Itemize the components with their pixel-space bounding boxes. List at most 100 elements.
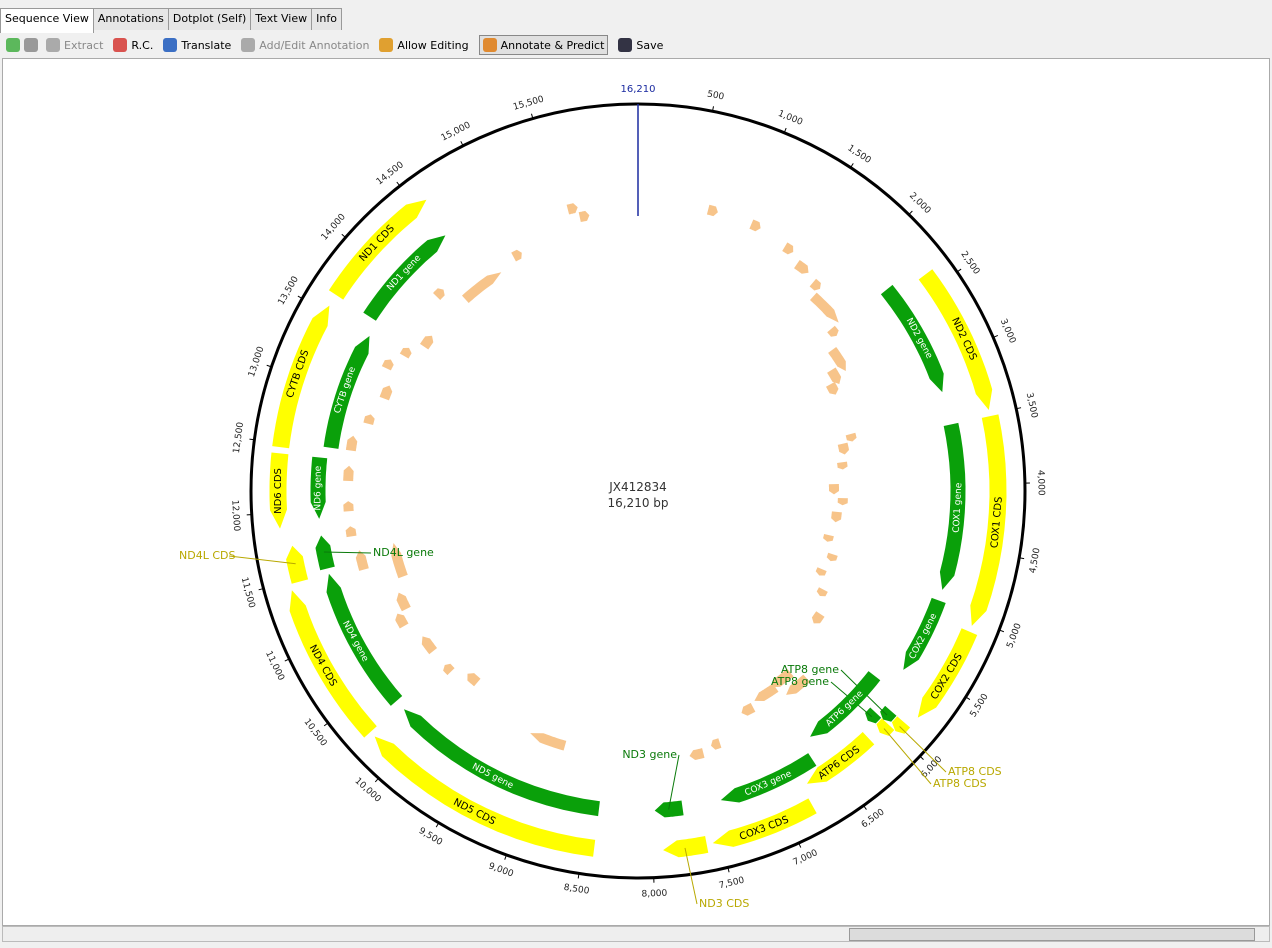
callout-line [668, 754, 680, 810]
minor-feature [578, 210, 590, 222]
tick-mark [850, 163, 854, 168]
tick-label: 12,000 [229, 500, 241, 532]
tick-label: 10,000 [353, 776, 383, 805]
callout-line [323, 551, 372, 554]
minor-feature [343, 501, 354, 512]
tick-mark [504, 854, 507, 860]
cds-feature [970, 414, 1007, 626]
cds-feature [918, 269, 993, 410]
cds-feature [876, 718, 895, 736]
gene-feature [326, 573, 403, 706]
button-label: Translate [181, 38, 232, 52]
circular-map: JX412834 16,210 bp 5001,0001,5002,0002,5… [179, 84, 1046, 910]
minor-feature [399, 347, 412, 359]
tick-mark [727, 867, 730, 873]
minor-feature [396, 592, 411, 612]
origin-label: 16,210 [621, 84, 656, 95]
tick-label: 500 [706, 89, 725, 102]
tick-mark [297, 295, 303, 300]
gene-feature [939, 422, 966, 590]
cds-feature [286, 545, 309, 584]
feature-label: ND1 CDS [357, 223, 396, 264]
button-label: Save [636, 38, 664, 52]
tab[interactable]: Info [311, 8, 342, 30]
toolbar-button[interactable]: Extract [46, 38, 103, 52]
tab[interactable]: Text View [250, 8, 313, 30]
cds-feature [807, 732, 875, 784]
tick-label: 13,500 [277, 274, 301, 307]
button-label: R.C. [131, 38, 154, 52]
feature-label: ND1 gene [385, 253, 423, 293]
gene-feature [363, 235, 446, 321]
button-label: Add/Edit Annotation [259, 38, 370, 52]
minor-feature [786, 674, 810, 695]
tick-label: 11,500 [239, 576, 257, 609]
tick-label: 1,000 [776, 109, 804, 128]
tick-mark [712, 106, 714, 112]
minor-feature [826, 552, 838, 562]
forward-button[interactable] [24, 38, 38, 52]
gene-feature [880, 705, 897, 722]
scroll-thumb[interactable] [849, 928, 1255, 941]
minor-feature [421, 636, 438, 655]
tick-label: 10,500 [302, 717, 329, 748]
toolbar-button[interactable]: Add/Edit Annotation [241, 38, 369, 52]
tick-mark [396, 181, 401, 187]
minor-feature [809, 278, 821, 291]
gene-feature [865, 707, 882, 724]
tick-label: 3,000 [998, 318, 1018, 346]
callout-line [228, 555, 296, 565]
gene-feature [720, 753, 817, 803]
feature-label: ATP6 gene [824, 689, 866, 729]
minor-feature [566, 203, 578, 215]
minor-feature [837, 498, 848, 506]
tick-label: 7,000 [792, 848, 820, 868]
cds-feature [374, 736, 596, 857]
tick-mark [1016, 407, 1022, 410]
minor-feature [433, 288, 445, 300]
tick-mark [999, 629, 1005, 633]
map-panel: JX412834 16,210 bp 500 1,000 1,500 2,000 2,5… [2, 58, 1270, 926]
minor-feature [462, 272, 502, 303]
scrollbar[interactable] [2, 926, 1270, 942]
minor-feature [420, 335, 434, 350]
cds-feature [269, 452, 289, 529]
tick-label: 12,500 [232, 421, 246, 454]
tab[interactable]: Sequence View [0, 8, 94, 33]
minor-feature [782, 242, 794, 255]
tick-mark [323, 722, 329, 727]
sequence-length: 16,210 bp [607, 496, 668, 510]
minor-feature [822, 305, 835, 317]
toolbar-button[interactable]: Annotate & Predict [478, 35, 609, 55]
tick-label: 9,000 [487, 861, 515, 879]
tab[interactable]: Dotplot (Self) [167, 8, 252, 30]
button-label: Annotate & Predict [500, 38, 605, 52]
feature-label: ATP8 gene [771, 675, 829, 688]
minor-feature [794, 260, 809, 274]
tick-mark [577, 873, 580, 879]
tick-label: 3,500 [1024, 392, 1039, 420]
gene-feature [310, 456, 328, 519]
tab[interactable]: Annotations [92, 8, 169, 30]
minor-feature [689, 748, 705, 760]
minor-feature [827, 367, 842, 384]
back-button[interactable] [6, 38, 20, 52]
tick-mark [908, 210, 913, 215]
cds-feature [712, 798, 817, 847]
minor-feature [443, 663, 455, 676]
toolbar-button[interactable]: Translate [163, 38, 231, 52]
tick-mark [993, 335, 999, 338]
minor-feature [345, 435, 358, 452]
minor-feature [831, 511, 842, 523]
toolbar-button[interactable]: Save [618, 38, 663, 52]
tick-label: 8,000 [641, 889, 667, 900]
minor-feature [816, 587, 828, 597]
toolbar-button[interactable]: R.C. [113, 38, 153, 52]
cds-feature [917, 628, 978, 718]
tick-mark [798, 842, 802, 848]
toolbar-button[interactable]: Allow Editing [379, 38, 469, 52]
feature-label: ND6 gene [313, 465, 323, 510]
feature-label: ND4L CDS [179, 549, 235, 562]
minor-feature [363, 414, 375, 425]
